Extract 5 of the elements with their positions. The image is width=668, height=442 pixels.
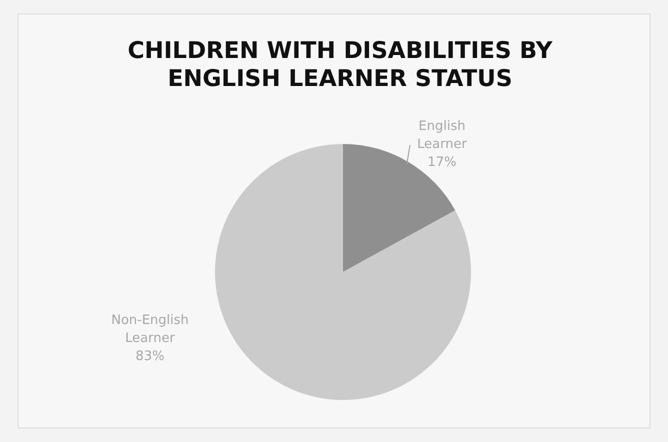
slice-label: English Learner bbox=[417, 119, 468, 152]
data-label: 17% bbox=[428, 155, 456, 170]
chart-title: CHILDREN WITH DISABILITIES BY ENGLISH LEARNER STATUS bbox=[128, 38, 553, 92]
slice-label: Non-English Learner bbox=[111, 313, 189, 346]
data-label: 83% bbox=[136, 349, 164, 364]
